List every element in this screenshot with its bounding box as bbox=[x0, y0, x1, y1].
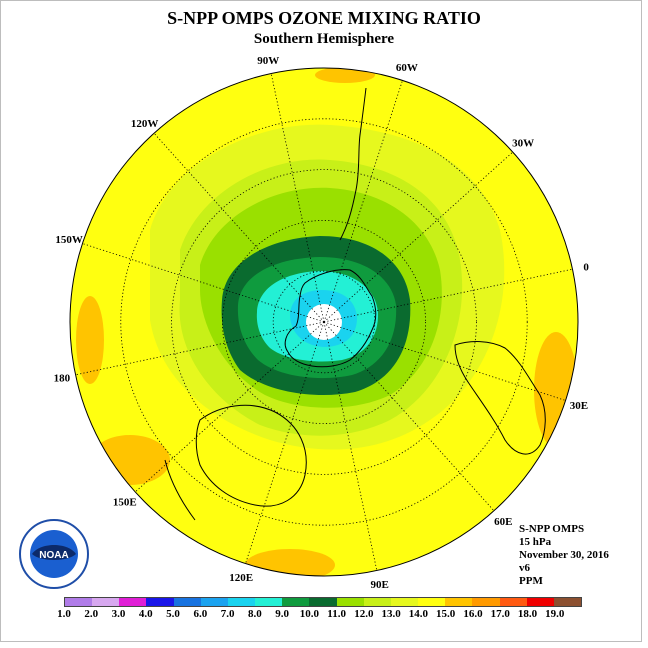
meridian-label: 150E bbox=[113, 496, 137, 508]
meridian-label: 60W bbox=[396, 62, 418, 74]
colorbar-swatch bbox=[499, 598, 527, 606]
colorbar-tick-label: 1.0 bbox=[57, 608, 71, 620]
colorbar-tick-label: 4.0 bbox=[138, 608, 153, 620]
info-date: November 30, 2016 bbox=[519, 549, 609, 561]
colorbar-swatch bbox=[390, 598, 419, 606]
graticule bbox=[75, 73, 573, 571]
meridian-label: 150W bbox=[55, 234, 83, 246]
colorbar-swatch bbox=[92, 598, 120, 606]
latitude-circle bbox=[221, 219, 426, 424]
colorbar-swatch bbox=[472, 598, 500, 606]
meridian-label: 30E bbox=[570, 400, 588, 412]
meridian-label: 120W bbox=[131, 118, 159, 130]
meridian-line bbox=[323, 321, 566, 401]
info-instrument: S-NPP OMPS bbox=[519, 523, 585, 535]
info-level: 15 hPa bbox=[519, 536, 552, 548]
colorbar-tick-label: 12.0 bbox=[354, 608, 374, 620]
antarctica-coast bbox=[284, 269, 377, 368]
meridian-line bbox=[270, 73, 325, 323]
band-15-16-southwest bbox=[90, 435, 170, 485]
colorbar-swatch bbox=[227, 598, 256, 606]
meridian-line bbox=[323, 268, 573, 323]
map-boundary bbox=[69, 67, 579, 577]
colorbar-swatch bbox=[146, 598, 174, 606]
colorbar-swatch bbox=[119, 598, 147, 606]
info-version: v6 bbox=[519, 562, 530, 574]
band-15-16-north bbox=[315, 68, 375, 83]
meridian-label: 120E bbox=[229, 572, 253, 584]
meridian-line bbox=[245, 321, 325, 564]
colorbar-tick-label: 7.0 bbox=[220, 608, 235, 620]
africa-coast bbox=[454, 341, 546, 455]
colorbar-tick-label: 18.0 bbox=[517, 608, 538, 620]
colorbar-tick-label: 11.0 bbox=[327, 608, 346, 620]
map-subtitle: Southern Hemisphere bbox=[253, 31, 395, 47]
australia-coast bbox=[195, 404, 307, 507]
colorbar-tick-label: 14.0 bbox=[408, 608, 429, 620]
meridian-line bbox=[323, 151, 514, 323]
colorbar-swatch bbox=[526, 598, 554, 606]
colorbar-tick-label: 6.0 bbox=[193, 608, 208, 620]
meridian-line bbox=[134, 321, 325, 493]
colorbar-tick-label: 8.0 bbox=[247, 608, 262, 620]
info-block: S-NPP OMPS 15 hPa November 30, 2016 v6 P… bbox=[519, 523, 609, 588]
noaa-logo: NOAA bbox=[19, 519, 89, 589]
meridian-label: 180 bbox=[54, 373, 71, 385]
meridian-line bbox=[153, 132, 325, 323]
logo-bird bbox=[32, 545, 76, 560]
colorbar-tick-label: 9.0 bbox=[275, 608, 289, 620]
colorbar-swatch bbox=[418, 598, 446, 606]
colorbar-swatch bbox=[309, 598, 337, 606]
latitude-circle bbox=[171, 169, 477, 475]
colorbar-tick-label: 2.0 bbox=[84, 608, 99, 620]
colorbar-tick-label: 19.0 bbox=[545, 608, 565, 620]
latitude-circle bbox=[272, 270, 376, 374]
coastlines bbox=[164, 87, 546, 521]
meridian-labels: 90W 60W 30W 0 30E 60E 90E 120E 150E 180 150W 120W bbox=[54, 55, 590, 591]
colorbar-swatch bbox=[363, 598, 391, 606]
colorbar-swatch bbox=[173, 598, 201, 606]
new-zealand-coast bbox=[164, 459, 196, 521]
colorbar-swatch bbox=[445, 598, 473, 606]
info-units: PPM bbox=[519, 575, 543, 587]
colorbar-swatch bbox=[200, 598, 228, 606]
colorbar-tick-label: 10.0 bbox=[299, 608, 319, 620]
colorbar-swatch bbox=[282, 598, 310, 606]
meridian-line bbox=[323, 321, 495, 512]
band-15-16-east bbox=[534, 332, 578, 448]
colorbar-ticks: 1.0 2.0 3.0 4.0 5.0 6.0 7.0 8.0 9.0 10.0 11.0 12.0 1… bbox=[57, 608, 604, 624]
meridian-label: 90W bbox=[257, 55, 279, 67]
band-15-16-west bbox=[76, 296, 104, 384]
colorbar bbox=[64, 597, 582, 607]
map-title: S-NPP OMPS OZONE MIXING RATIO bbox=[167, 8, 481, 28]
meridian-line bbox=[323, 321, 378, 571]
colorbar-tick-label: 16.0 bbox=[463, 608, 483, 620]
colorbar-swatch bbox=[255, 598, 283, 606]
meridian-label: 90E bbox=[371, 579, 389, 591]
colorbar-swatch bbox=[553, 598, 581, 606]
meridian-line bbox=[75, 321, 325, 376]
colorbar-tick-label: 3.0 bbox=[111, 608, 126, 620]
latitude-circle bbox=[120, 118, 528, 526]
colorbar-swatch bbox=[336, 598, 364, 606]
meridian-label: 60E bbox=[494, 516, 512, 528]
logo-text: NOAA bbox=[39, 550, 68, 561]
antarctic-peninsula-south-america bbox=[339, 87, 367, 241]
colorbar-tick-label: 5.0 bbox=[166, 608, 180, 620]
colorbar-tick-label: 13.0 bbox=[381, 608, 401, 620]
colorbar-swatch bbox=[65, 598, 93, 606]
meridian-label: 0 bbox=[583, 261, 589, 273]
colorbar-tick-label: 17.0 bbox=[490, 608, 510, 620]
meridian-line bbox=[323, 80, 403, 323]
meridian-label: 30W bbox=[512, 138, 534, 150]
colorbar-tick-label: 15.0 bbox=[436, 608, 456, 620]
meridian-line bbox=[82, 243, 325, 323]
